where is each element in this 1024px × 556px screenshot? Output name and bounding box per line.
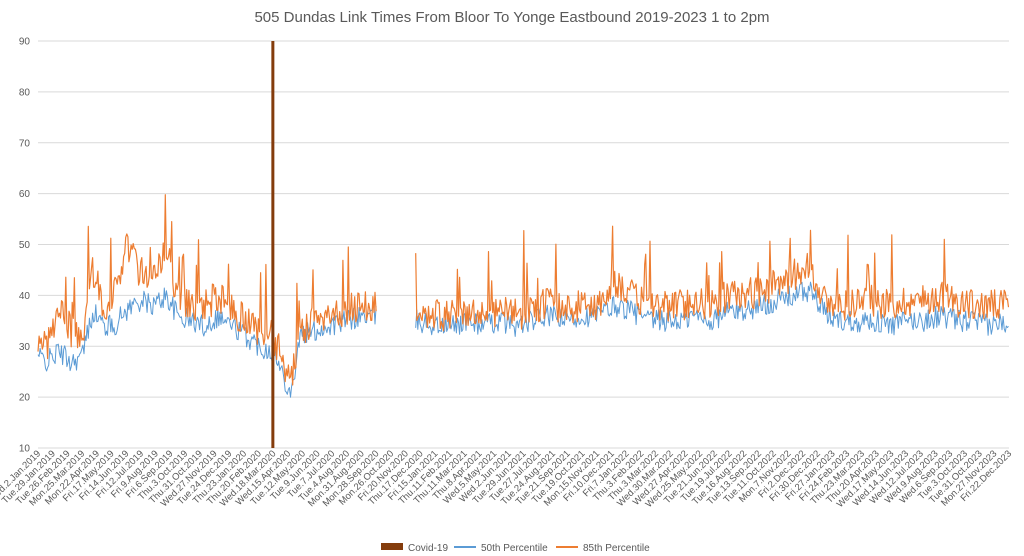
- series-layer: [37, 194, 1010, 398]
- chart-title: 505 Dundas Link Times From Bloor To Yong…: [254, 9, 769, 26]
- x-axis-ticks: Wed.2.Jan.2019Tue.29.Jan.2019Tue.26.Feb.…: [0, 448, 1014, 510]
- y-tick-50: 50: [19, 240, 31, 251]
- series-line-85th: [37, 194, 1010, 386]
- y-tick-40: 40: [19, 291, 31, 302]
- y-tick-70: 70: [19, 138, 31, 149]
- legend: Covid-19 50th Percentile 85th Percentile: [381, 543, 650, 554]
- y-tick-20: 20: [19, 393, 31, 404]
- series-line-50th: [37, 281, 1009, 398]
- legend-label-50th: 50th Percentile: [481, 543, 548, 554]
- legend-label-85th: 85th Percentile: [583, 543, 650, 554]
- annotation-layer: [271, 41, 275, 448]
- y-tick-90: 90: [19, 37, 31, 48]
- y-tick-60: 60: [19, 189, 31, 200]
- y-tick-80: 80: [19, 87, 31, 98]
- legend-label-covid: Covid-19: [408, 543, 448, 554]
- y-tick-30: 30: [19, 342, 31, 353]
- y-tick-10: 10: [19, 444, 31, 455]
- legend-swatch-covid: [381, 543, 403, 550]
- y-axis-ticks: 10 20 30 40 50 60 70 80 90: [19, 37, 31, 455]
- covid-annotation-bar: [271, 41, 275, 448]
